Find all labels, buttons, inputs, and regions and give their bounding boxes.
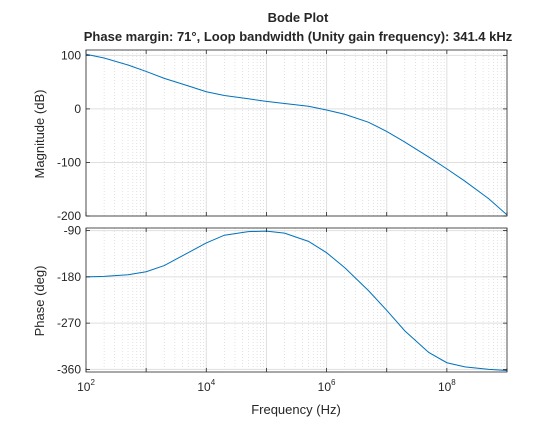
phase-plot-area [86, 228, 507, 372]
mag-series-line [86, 53, 507, 216]
mag-y-tick-label: -100 [57, 155, 81, 169]
mag-plot-area [86, 50, 507, 216]
chart-title: Bode Plot [268, 10, 329, 25]
phase-axes: -90 -180 -270 -360 102 104 106 108 [57, 224, 508, 394]
phase-y-tick-label: -90 [64, 224, 82, 238]
chart-subtitle: Phase margin: 71°, Loop bandwidth (Unity… [84, 29, 513, 44]
phase-y-tick-label: -270 [57, 316, 81, 330]
x-tick-label: 104 [197, 378, 215, 394]
mag-y-tick-label: -200 [57, 209, 81, 223]
x-tick-label: 108 [438, 378, 456, 394]
frequency-xlabel: Frequency (Hz) [251, 402, 341, 417]
x-tick-label: 102 [77, 378, 95, 394]
mag-axes-box [85, 49, 508, 217]
phase-y-tick-label: -360 [57, 362, 81, 376]
phase-series-line [86, 230, 507, 371]
mag-y-tick-label: 0 [74, 102, 81, 116]
phase-axes-box [85, 227, 508, 373]
phase-y-tick-label: -180 [57, 270, 81, 284]
phase-ylabel: Phase (deg) [32, 266, 47, 337]
x-tick-label: 106 [318, 378, 336, 394]
magnitude-axes: 100 0 -100 -200 [57, 48, 508, 223]
mag-y-tick-label: 100 [61, 48, 81, 62]
magnitude-ylabel: Magnitude (dB) [32, 90, 47, 179]
